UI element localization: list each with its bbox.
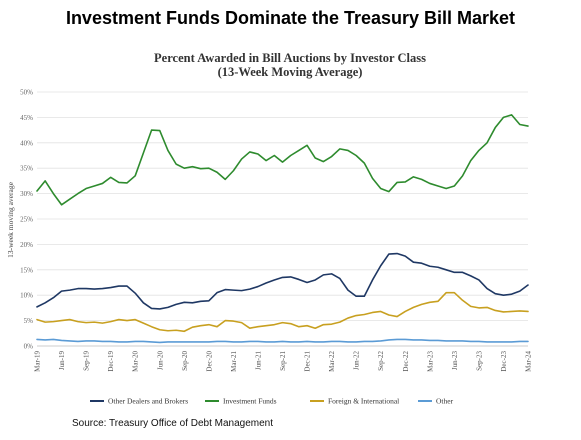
y-tick-label: 15% [20, 266, 33, 274]
chart-subtitle: (13-Week Moving Average) [218, 65, 363, 79]
grid-layer [37, 91, 528, 347]
chart-title: Percent Awarded in Bill Auctions by Inve… [154, 51, 426, 65]
y-tick-label: 20% [20, 241, 33, 249]
x-tick-label: Sep-23 [475, 351, 483, 371]
y-axis-label: 13-week moving average [6, 181, 15, 257]
x-tick-label: Sep-19 [83, 351, 91, 371]
x-tick-label: Dec-20 [205, 351, 213, 372]
x-tick-label: Jun-20 [156, 351, 164, 371]
x-tick-label: Sep-20 [181, 351, 189, 371]
source-note: Source: Treasury Office of Debt Manageme… [72, 418, 274, 429]
x-tick-label: Mar-20 [132, 351, 140, 372]
x-tick-label: Dec-21 [304, 351, 312, 372]
x-tick-label: Sep-22 [377, 351, 385, 371]
x-tick-label: Mar-21 [230, 351, 238, 372]
x-tick-label: Mar-19 [34, 351, 42, 372]
x-tick-label: Dec-19 [107, 351, 115, 372]
y-tick-label: 10% [20, 292, 33, 300]
y-tick-label: 35% [20, 165, 33, 173]
y-tick-label: 45% [20, 114, 33, 122]
y-tick-label: 0% [24, 343, 34, 351]
legend-label: Investment Funds [223, 397, 277, 406]
series-line-other [36, 338, 529, 344]
x-tick-label: Jun-22 [353, 351, 361, 371]
y-tick-labels: 0% 5% 10% 15% 20% 25% 30% 35% 40% 45% 50% [20, 89, 33, 351]
legend-label: Other Dealers and Brokers [108, 397, 188, 406]
y-tick-label: 30% [20, 190, 33, 198]
legend-label: Foreign & International [328, 397, 399, 406]
y-tick-label: 25% [20, 216, 33, 224]
legend-label: Other [436, 397, 454, 406]
x-tick-label: Jun-19 [58, 351, 66, 371]
x-tick-label: Jun-23 [451, 351, 459, 371]
x-tick-label: Mar-22 [328, 351, 336, 372]
x-tick-label: Mar-24 [525, 351, 533, 372]
x-tick-label: Dec-22 [402, 351, 410, 372]
x-tick-label: Mar-23 [426, 351, 434, 372]
headline: Investment Funds Dominate the Treasury B… [65, 8, 516, 28]
series-line-foreign-international [36, 291, 529, 333]
series-line-other-dealers-and-brokers [36, 252, 529, 310]
series-layer [36, 114, 529, 344]
x-tick-label: Jun-21 [254, 351, 262, 371]
y-tick-label: 50% [20, 89, 33, 97]
legend: Other Dealers and Brokers Investment Fund… [90, 397, 454, 406]
y-tick-label: 5% [24, 317, 34, 325]
x-tick-label: Sep-21 [279, 351, 287, 371]
x-tick-label: Dec-23 [500, 351, 508, 372]
x-tick-labels: Mar-19 Jun-19 Sep-19 Dec-19 Mar-20 Jun-20 Sep-… [34, 351, 533, 372]
y-tick-label: 40% [20, 139, 33, 147]
series-line-investment-funds [36, 114, 529, 206]
